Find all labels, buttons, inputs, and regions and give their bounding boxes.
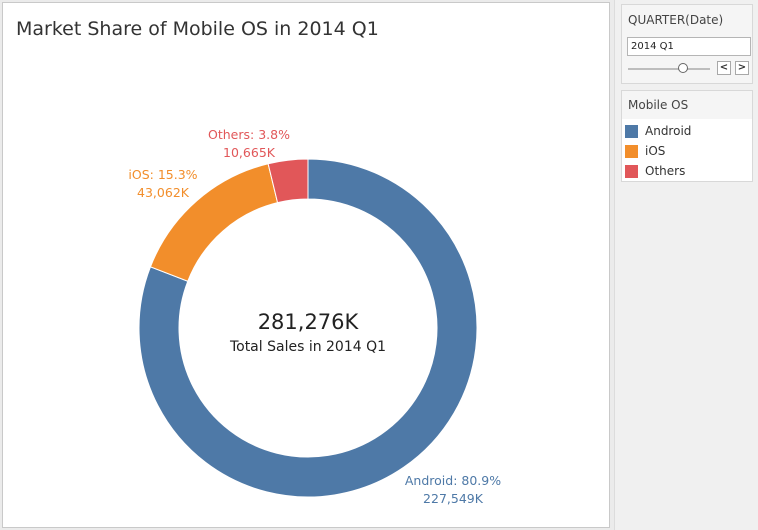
slice-label-android-pct: Android: 80.9% (405, 473, 501, 488)
slice-label-others-pct: Others: 3.8% (208, 127, 290, 142)
chevron-left-icon[interactable]: < (717, 61, 731, 75)
legend-label: Others (645, 164, 686, 178)
side-panel: QUARTER(Date) < > Mobile OS Android iOS … (614, 0, 758, 530)
legend-label: Android (645, 124, 692, 138)
slice-label-ios-value: 43,062K (137, 185, 190, 200)
legend-title: Mobile OS (628, 98, 689, 112)
quarter-filter: QUARTER(Date) < > (621, 4, 753, 84)
slice-label-others-value: 10,665K (223, 145, 276, 160)
legend-label: iOS (645, 144, 666, 158)
legend-swatch (625, 165, 638, 178)
quarter-slider-track[interactable] (628, 68, 710, 70)
center-value: 281,276K (258, 310, 360, 334)
slice-others[interactable] (267, 158, 309, 204)
quarter-slider-thumb[interactable] (678, 63, 688, 73)
center-label: Total Sales in 2014 Q1 (229, 339, 386, 355)
slice-android[interactable] (138, 158, 478, 498)
slice-label-ios-pct: iOS: 15.3% (128, 167, 197, 182)
legend-swatch (625, 125, 638, 138)
legend-item-android[interactable]: Android (625, 122, 749, 140)
slice-label-android-value: 227,549K (423, 491, 484, 506)
legend-header: Mobile OS (622, 91, 752, 119)
chart-title: Market Share of Mobile OS in 2014 Q1 (16, 18, 379, 40)
legend-item-others[interactable]: Others (625, 162, 749, 180)
filter-title: QUARTER(Date) (628, 13, 724, 27)
chevron-right-icon[interactable]: > (735, 61, 749, 75)
legend-swatch (625, 145, 638, 158)
quarter-input[interactable] (627, 37, 751, 56)
legend-item-ios[interactable]: iOS (625, 142, 749, 160)
donut-chart: 281,276K Total Sales in 2014 Q1 Others: … (128, 127, 501, 506)
chart-panel: Market Share of Mobile OS in 2014 Q1 281… (2, 2, 610, 528)
legend: Mobile OS Android iOS Others (621, 90, 753, 182)
